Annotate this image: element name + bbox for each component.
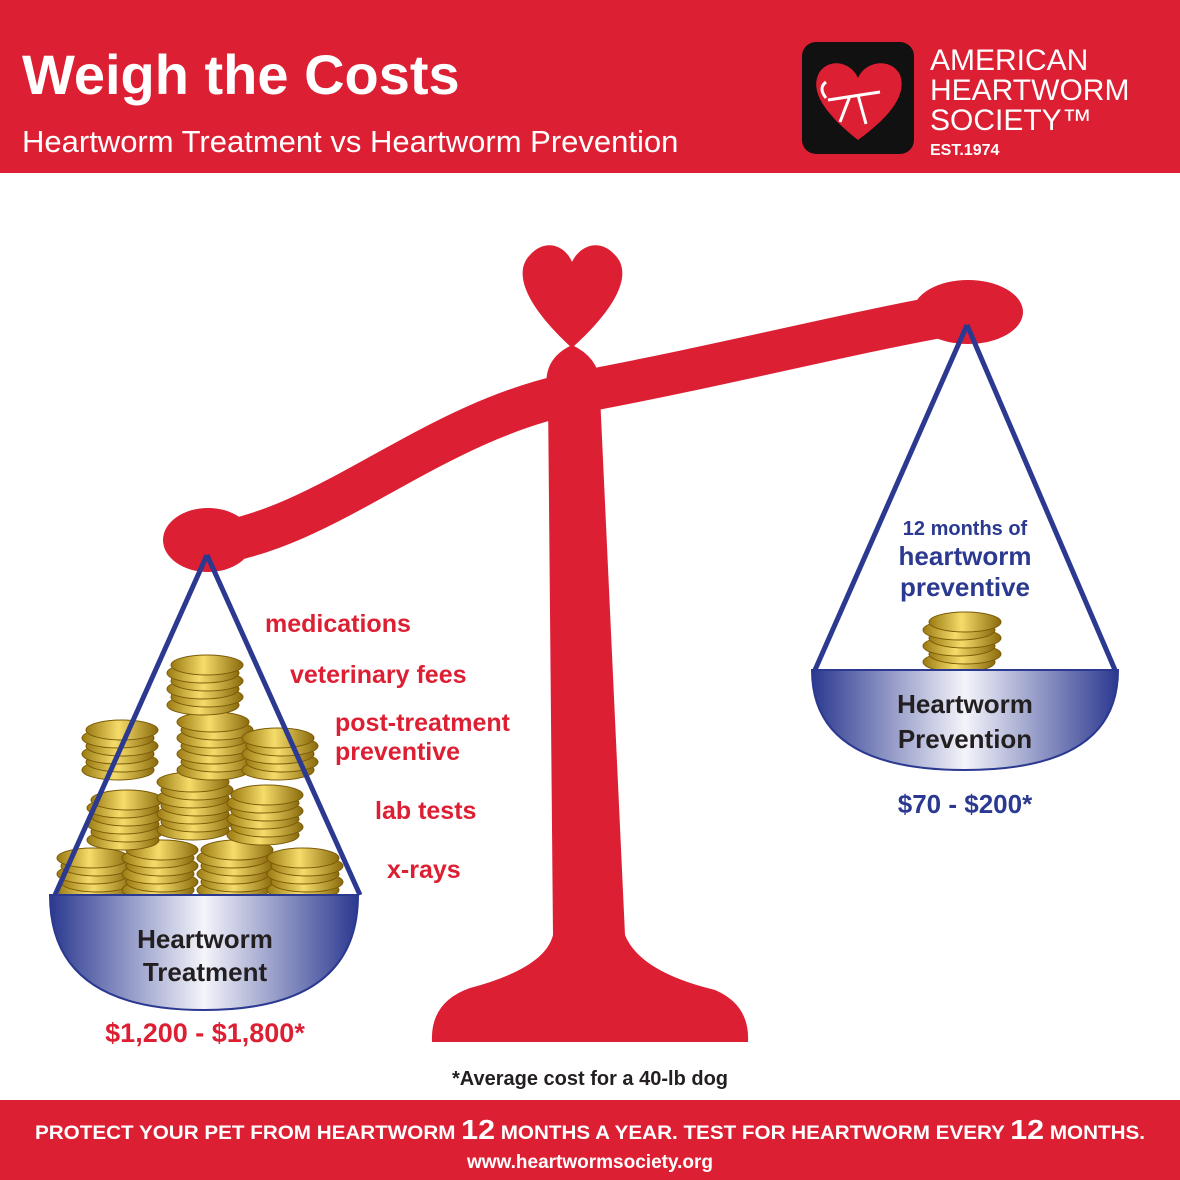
coin [241, 727, 315, 749]
coin [230, 784, 304, 806]
subtitle: Heartworm Treatment vs Heartworm Prevent… [22, 124, 678, 159]
scale [163, 245, 1023, 1042]
pan-note: 12 months of [903, 518, 1028, 540]
logo-line: AMERICAN [930, 44, 1088, 77]
cost-item: veterinary fees [290, 661, 467, 689]
cost-item: x-rays [387, 856, 461, 884]
cost: $70 - $200* [898, 789, 1033, 819]
banner-part: MONTHS A YEAR. TEST FOR HEARTWORM EVERY [495, 1123, 1010, 1144]
pan-string [812, 323, 1118, 672]
cost-item: medications [265, 610, 411, 638]
pan-note: heartworm [899, 541, 1032, 571]
pan-label: Heartworm [897, 689, 1033, 719]
scale-pillar [431, 345, 749, 1042]
pan-note: preventive [900, 572, 1030, 602]
coins [56, 611, 1002, 901]
footer-url: www.heartwormsociety.org [466, 1152, 713, 1173]
pan-label: Heartworm [137, 924, 273, 954]
coin [170, 654, 244, 676]
banner-part: 12 [1010, 1114, 1044, 1145]
banner-part: MONTHS. [1044, 1123, 1145, 1144]
header-band [0, 0, 1180, 173]
logo-established: EST.1974 [930, 142, 999, 159]
footer-band [0, 1100, 1180, 1180]
coin [85, 719, 159, 741]
cost: $1,200 - $1,800* [105, 1018, 305, 1048]
pan-bowl [810, 669, 1120, 772]
beam-end [913, 280, 1023, 344]
cost-item: preventive [335, 738, 460, 766]
pan-label: Treatment [143, 957, 268, 987]
pan-string [52, 553, 363, 897]
coin [928, 611, 1002, 633]
title: Weigh the Costs [22, 43, 460, 106]
footer-banner: PROTECT YOUR PET FROM HEARTWORM 12 MONTH… [35, 1114, 1145, 1145]
logo-mosquito [820, 80, 881, 125]
logo-line: SOCIETY™ [930, 104, 1092, 137]
banner-part: PROTECT YOUR PET FROM HEARTWORM [35, 1123, 461, 1144]
cost-item: post-treatment [335, 709, 511, 737]
pan-label: Prevention [898, 724, 1032, 754]
pan-bowl [48, 894, 360, 1012]
footnote: *Average cost for a 40-lb dog [452, 1068, 728, 1090]
scale-heart [522, 245, 623, 348]
logo-line: HEARTWORM [930, 74, 1129, 107]
beam-end [163, 508, 253, 572]
cost-item: lab tests [375, 797, 476, 825]
banner-part: 12 [461, 1114, 495, 1145]
coin [266, 847, 340, 869]
